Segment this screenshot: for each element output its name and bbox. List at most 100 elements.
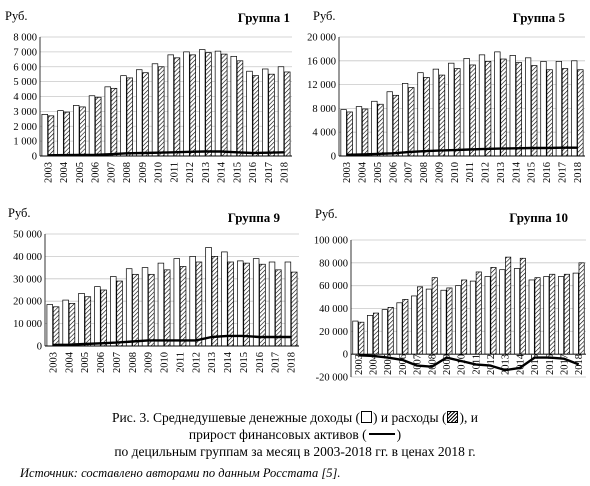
expense-bar — [179, 266, 187, 347]
x-tick-label: 2008 — [122, 162, 133, 183]
income-bar — [277, 66, 285, 157]
y-tick-label: 60 000 — [319, 281, 348, 292]
expense-bar — [387, 307, 394, 355]
x-tick-label: 2007 — [106, 162, 117, 183]
x-tick-label: 2004 — [64, 351, 75, 373]
income-bar — [141, 267, 149, 347]
x-tick-label: 2007 — [112, 352, 123, 373]
x-tick-label: 2010 — [154, 162, 165, 183]
income-bar — [41, 113, 48, 157]
income-bar — [513, 268, 520, 355]
caption-line1-a: Рис. 3. Среднедушевые денежные доходы ( — [112, 410, 361, 425]
expense-bar — [392, 94, 399, 157]
caption-line1-b: ) и расходы ( — [373, 410, 447, 425]
x-tick-label: 2011 — [471, 354, 482, 375]
expense-bar — [79, 106, 86, 157]
source-note: Источник: составлено авторами по данным … — [20, 466, 341, 480]
x-tick-label: 2016 — [542, 162, 553, 183]
income-bar — [543, 276, 550, 355]
expense-bar — [259, 263, 266, 347]
x-tick-label: 2011 — [465, 162, 476, 183]
x-tick-label: 2012 — [486, 354, 497, 375]
asset-growth-line — [346, 146, 578, 156]
income-bar — [425, 288, 432, 355]
expense-bar — [173, 57, 181, 157]
expense-bar — [95, 96, 102, 157]
asset-growth-line — [358, 354, 580, 372]
expense-bar — [268, 73, 275, 157]
x-tick-label: 2013 — [501, 354, 512, 375]
chart-panel-group-9: Группа 9 Руб. 0 10 000 20 000 30 000 40 000 5… — [8, 206, 299, 373]
income-bar — [173, 258, 180, 347]
x-tick-label: 2006 — [96, 352, 107, 373]
expense-bar — [68, 303, 76, 347]
chart-title: Группа 10 — [509, 210, 568, 225]
caption-line2-b: ) — [396, 427, 402, 442]
income-bar — [417, 72, 424, 157]
income-bar — [199, 49, 206, 157]
expense-bar — [534, 277, 541, 355]
income-bar — [396, 302, 403, 355]
x-tick-label: 2009 — [442, 354, 453, 375]
x-tick-label: 2003 — [342, 162, 353, 183]
x-tick-label: 2005 — [75, 162, 86, 183]
y-tick-label: -20 000 — [316, 373, 348, 384]
expense-bar — [500, 58, 507, 157]
x-tick-label: 2017 — [559, 354, 570, 375]
expense-bar — [485, 61, 492, 157]
expense-bar — [549, 273, 556, 355]
caption-line3: по децильным группам за месяц в 2003-201… — [114, 444, 476, 459]
y-tick-label: 10 000 — [13, 319, 42, 330]
expense-bar — [431, 277, 438, 355]
expense-bar — [52, 306, 60, 347]
expense-bar — [148, 273, 155, 347]
y-tick-label: 50 000 — [13, 230, 42, 241]
x-tick-label: 2009 — [138, 162, 149, 183]
expense-bar — [469, 64, 476, 157]
income-bar — [494, 51, 501, 157]
x-tick-label: 2017 — [557, 162, 568, 183]
expense-bar — [505, 256, 512, 355]
income-bar — [183, 51, 190, 157]
expense-legend-icon — [447, 411, 459, 423]
expense-bar — [372, 312, 379, 355]
income-bar — [484, 276, 491, 355]
income-bar — [120, 75, 127, 157]
expense-bar — [402, 299, 409, 355]
income-bar — [189, 256, 196, 347]
y-tick-label: 6 000 — [13, 62, 37, 73]
x-tick-label: 2014 — [223, 351, 234, 373]
asset-growth-line — [52, 334, 292, 347]
x-tick-label: 2009 — [434, 162, 445, 183]
x-tick-label: 2008 — [419, 162, 430, 183]
x-tick-label: 2016 — [248, 162, 259, 183]
income-bar — [340, 109, 347, 157]
expense-bar — [408, 87, 415, 157]
income-bar — [371, 100, 378, 157]
y-tick-label: 80 000 — [319, 258, 348, 269]
expense-bar — [438, 74, 446, 157]
income-bar — [432, 68, 439, 157]
y-tick-label: 1 000 — [13, 137, 37, 148]
y-tick-label: 4 000 — [312, 128, 336, 139]
expense-bar — [195, 261, 203, 347]
income-bar — [463, 58, 470, 157]
expense-bar — [205, 52, 212, 157]
x-tick-label: 2003 — [48, 352, 59, 373]
expense-bar — [252, 75, 259, 157]
chart-title: Группа 9 — [228, 210, 281, 225]
y-tick-label: 12 000 — [307, 80, 336, 91]
chart-title: Группа 1 — [238, 10, 290, 25]
x-tick-label: 2008 — [427, 354, 438, 375]
expense-bar — [100, 289, 107, 347]
expense-bar — [546, 69, 553, 157]
expense-bar — [358, 321, 365, 355]
x-tick-label: 2015 — [530, 354, 541, 375]
x-tick-label: 2010 — [160, 352, 171, 373]
expense-bar — [531, 65, 538, 157]
income-bar — [268, 261, 276, 347]
income-bar — [558, 276, 565, 355]
x-tick-label: 2012 — [481, 162, 492, 183]
income-bar — [73, 105, 80, 157]
expense-bar — [446, 287, 453, 355]
